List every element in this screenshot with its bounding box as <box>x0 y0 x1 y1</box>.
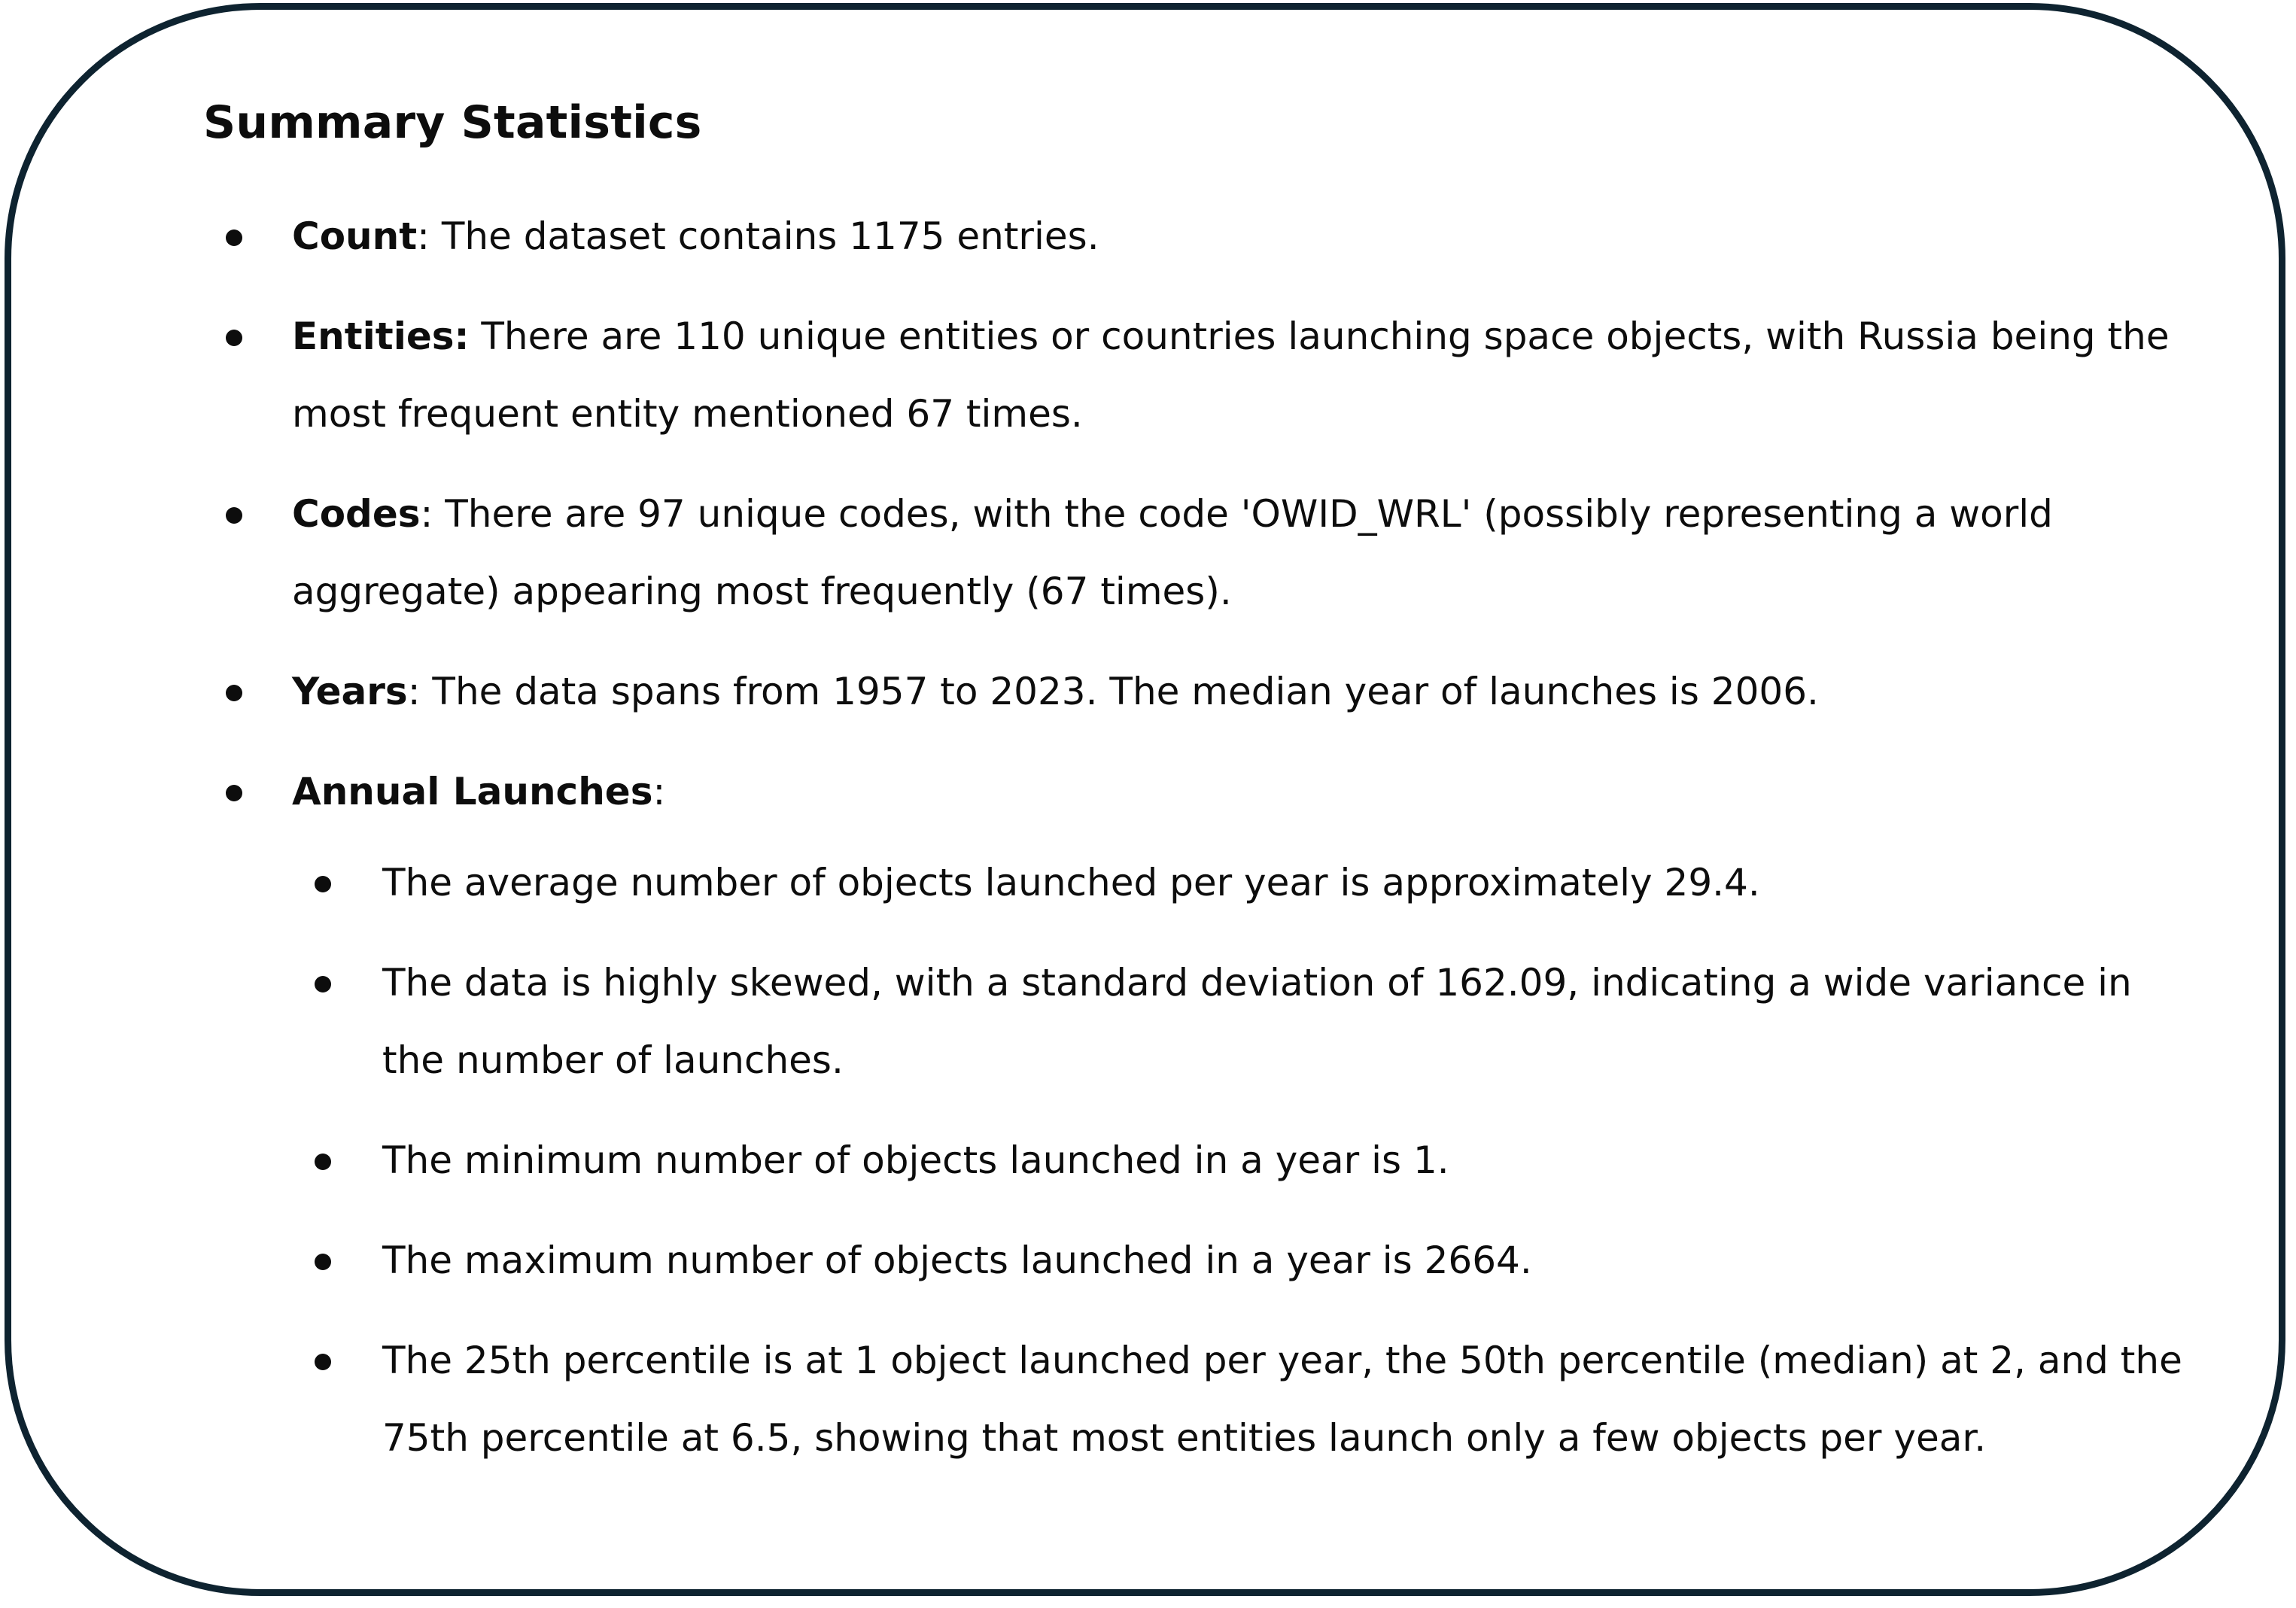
bullet-icon <box>226 507 242 524</box>
item-text: : The data spans from 1957 to 2023. The … <box>407 670 1819 713</box>
sublist-item-std-dev: The data is highly skewed, with a standa… <box>203 944 2190 1099</box>
sublist-item-text: The average number of objects launched p… <box>382 861 1760 904</box>
bullet-icon <box>315 976 331 992</box>
list-item-annual-launches: Annual Launches: The average number of o… <box>203 753 2190 1477</box>
list-item-count: Count: The dataset contains 1175 entries… <box>203 198 2190 275</box>
item-text: There are 110 unique entities or countri… <box>292 315 2170 436</box>
item-text: : <box>652 770 666 813</box>
summary-list: Count: The dataset contains 1175 entries… <box>203 198 2190 1477</box>
bullet-icon <box>315 1354 331 1370</box>
list-item-years: Years: The data spans from 1957 to 2023.… <box>203 653 2190 731</box>
rounded-frame: Summary Statistics Count: The dataset co… <box>5 3 2285 1596</box>
item-text: : There are 97 unique codes, with the co… <box>292 492 2053 613</box>
item-label: Codes <box>292 492 421 536</box>
bullet-icon <box>315 1254 331 1270</box>
bullet-icon <box>226 685 242 701</box>
sublist-item-minimum: The minimum number of objects launched i… <box>203 1122 2190 1199</box>
bullet-icon <box>226 785 242 801</box>
list-item-codes: Codes: There are 97 unique codes, with t… <box>203 476 2190 631</box>
sublist-item-text: The data is highly skewed, with a standa… <box>382 961 2132 1082</box>
sublist-item-percentiles: The 25th percentile is at 1 object launc… <box>203 1322 2190 1477</box>
annual-launches-sublist: The average number of objects launched p… <box>292 844 2190 1477</box>
bullet-icon <box>226 330 242 346</box>
item-label: Count <box>292 214 418 258</box>
sublist-item-average: The average number of objects launched p… <box>203 844 2190 922</box>
sublist-item-maximum: The maximum number of objects launched i… <box>203 1222 2190 1299</box>
list-item-entities: Entities: There are 110 unique entities … <box>203 298 2190 453</box>
item-text: : The dataset contains 1175 entries. <box>417 214 1099 258</box>
bullet-icon <box>226 229 242 246</box>
item-label: Annual Launches <box>292 770 653 813</box>
sublist-item-text: The maximum number of objects launched i… <box>382 1239 1532 1282</box>
sublist-item-text: The minimum number of objects launched i… <box>382 1138 1449 1182</box>
summary-content: Summary Statistics Count: The dataset co… <box>203 84 2190 1500</box>
bullet-icon <box>315 876 331 892</box>
section-title: Summary Statistics <box>203 96 702 149</box>
bullet-icon <box>315 1154 331 1170</box>
item-label: Entities: <box>292 315 470 358</box>
item-label: Years <box>292 670 408 713</box>
sublist-item-text: The 25th percentile is at 1 object launc… <box>382 1339 2182 1460</box>
